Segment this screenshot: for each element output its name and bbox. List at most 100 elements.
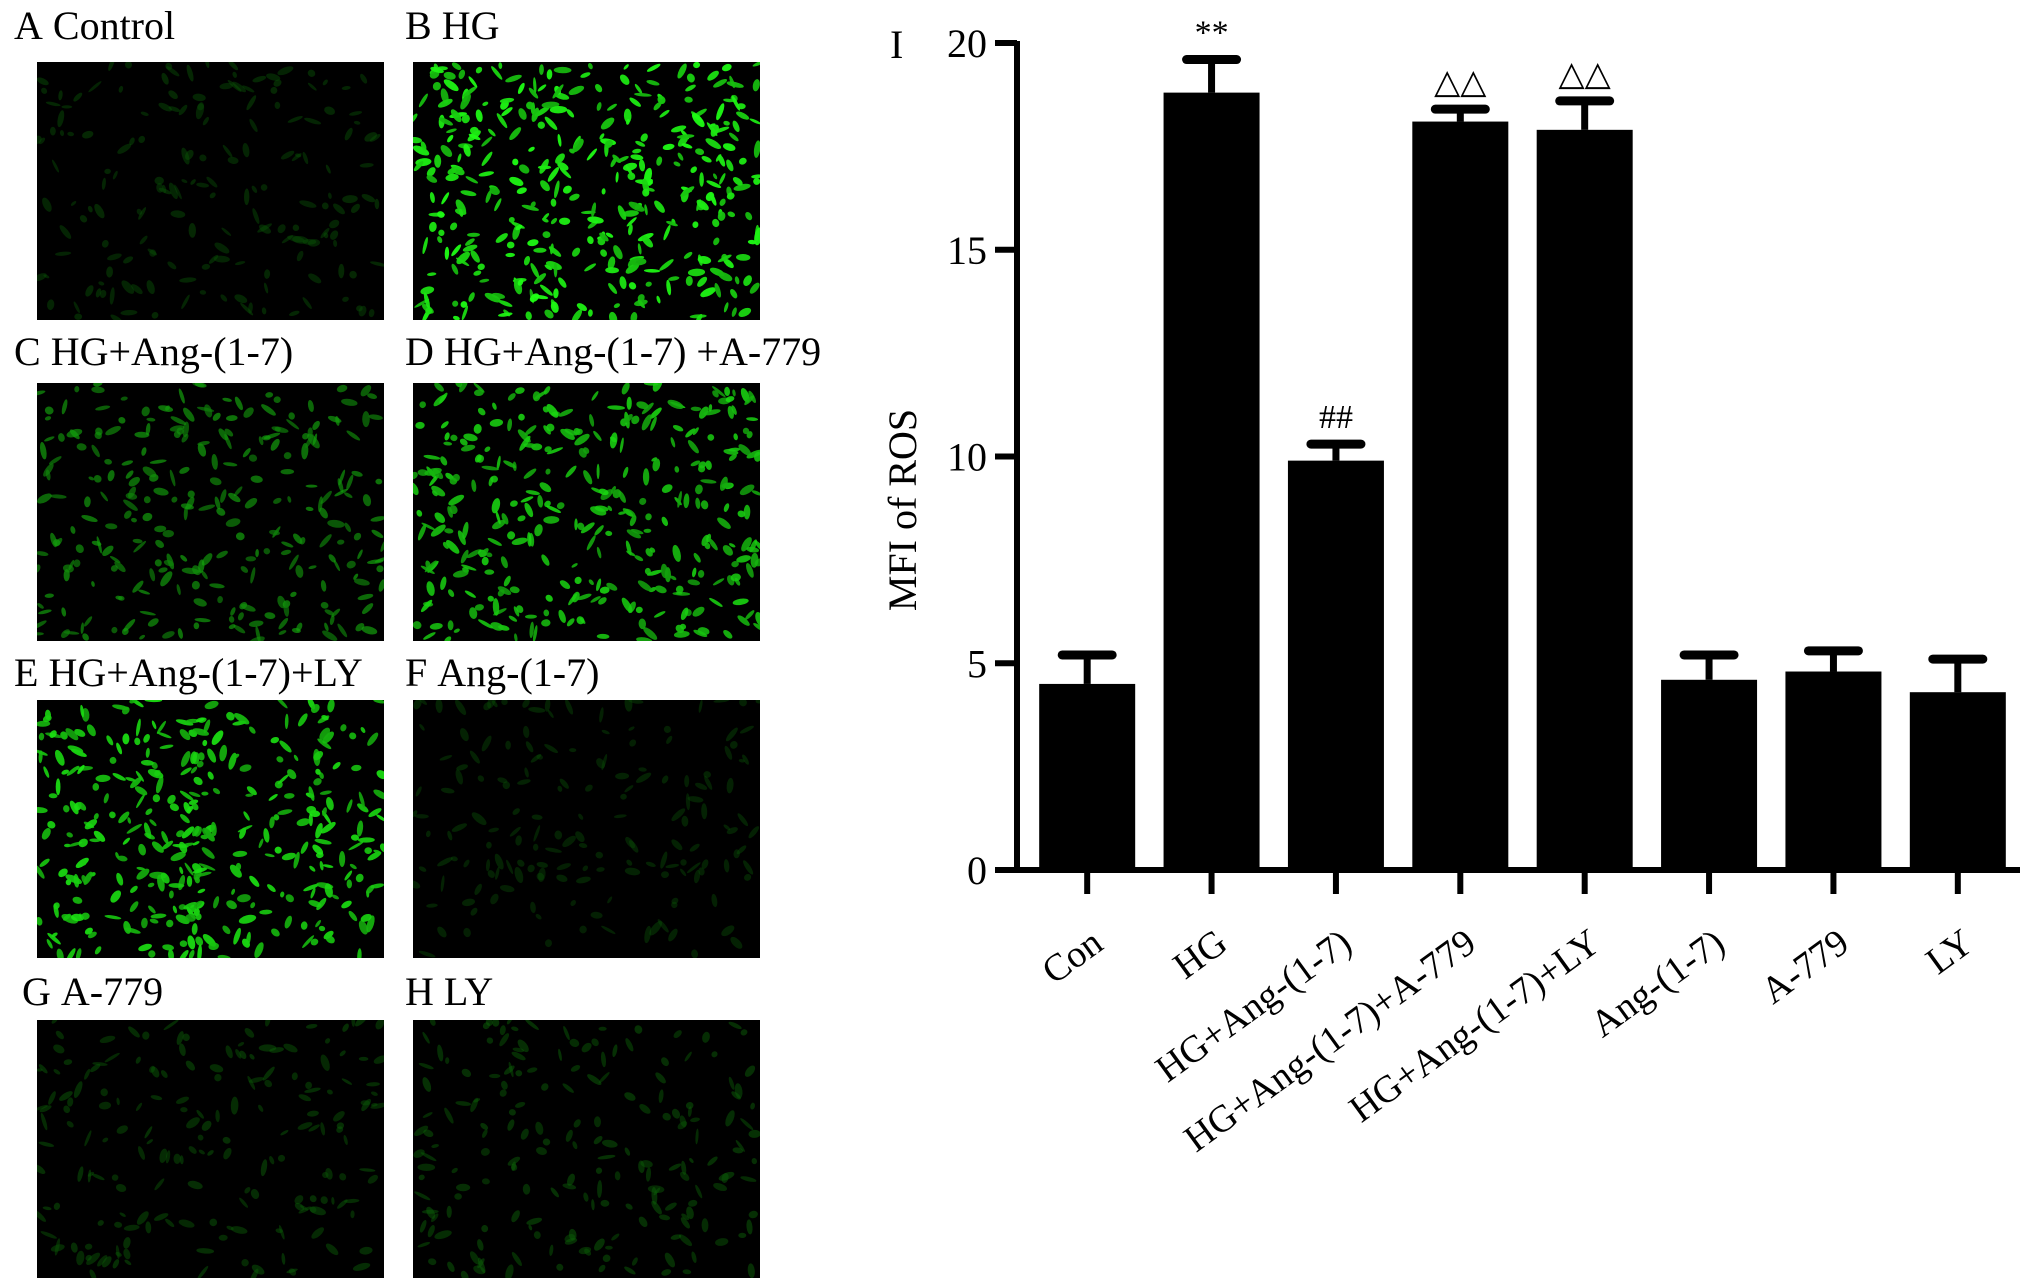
cell-mark: [673, 631, 690, 638]
cell-mark: [605, 232, 614, 238]
cell-mark: [562, 1183, 577, 1190]
cell-mark: [691, 113, 705, 128]
cell-mark: [289, 310, 300, 317]
cell-mark: [545, 468, 551, 475]
cell-mark: [670, 437, 676, 448]
cell-mark: [537, 165, 552, 170]
cell-mark: [370, 1102, 384, 1109]
cell-mark: [459, 383, 469, 393]
cell-mark: [630, 257, 647, 266]
cell-mark: [127, 486, 137, 499]
cell-mark: [625, 1038, 634, 1052]
cell-mark: [116, 1125, 128, 1134]
cell-mark: [653, 1187, 661, 1196]
cell-mark: [37, 864, 45, 879]
cell-mark: [356, 820, 364, 837]
cell-mark: [619, 276, 627, 290]
cell-mark: [337, 478, 344, 493]
cell-mark: [186, 64, 194, 82]
cell-mark: [337, 539, 345, 545]
cell-mark: [438, 117, 453, 126]
cell-mark: [333, 239, 338, 247]
cell-mark: [88, 81, 102, 93]
cell-mark: [212, 788, 221, 795]
cell-mark: [367, 1174, 379, 1184]
cell-mark: [582, 865, 589, 872]
cell-mark: [89, 1269, 97, 1278]
cell-mark: [222, 397, 232, 402]
cell-mark: [58, 433, 65, 442]
cell-mark: [731, 405, 737, 415]
cell-mark: [42, 715, 52, 723]
cell-mark: [698, 867, 705, 876]
cell-mark: [50, 1244, 65, 1252]
cell-mark: [38, 750, 43, 764]
cell-mark: [226, 1225, 234, 1231]
cell-mark: [480, 1122, 489, 1130]
cell-mark: [573, 1119, 581, 1128]
cell-mark: [725, 1110, 735, 1127]
x-tick-label: LY: [1919, 921, 1982, 983]
cell-mark: [732, 389, 736, 397]
cell-mark: [367, 732, 379, 746]
cell-mark: [532, 391, 541, 402]
cell-mark: [460, 301, 468, 308]
cell-mark: [193, 598, 207, 607]
cell-mark: [37, 632, 44, 636]
cell-mark: [469, 607, 478, 619]
cell-mark: [745, 610, 755, 620]
cell-mark: [267, 884, 276, 893]
cell-mark: [465, 238, 475, 246]
cell-mark: [532, 843, 539, 851]
cell-mark: [613, 245, 623, 260]
cell-mark: [224, 428, 234, 437]
cell-mark: [246, 95, 257, 111]
cell-mark: [197, 888, 206, 894]
cell-mark: [61, 607, 67, 617]
cell-mark: [516, 605, 524, 613]
cell-mark: [220, 294, 228, 302]
cell-mark: [586, 535, 596, 551]
cell-mark: [77, 764, 85, 775]
cell-mark: [357, 803, 369, 813]
cell-mark: [179, 277, 197, 283]
cell-mark: [477, 775, 485, 782]
cell-mark: [711, 893, 718, 908]
cell-mark: [344, 127, 353, 141]
cell-mark: [76, 1250, 85, 1266]
cell-mark: [111, 626, 118, 634]
cell-mark: [162, 184, 167, 194]
cell-mark: [467, 232, 480, 237]
cell-mark: [275, 1228, 283, 1234]
cell-mark: [528, 707, 546, 713]
cell-mark: [186, 805, 194, 814]
cell-mark: [482, 101, 489, 106]
cell-mark: [719, 198, 726, 206]
cell-mark: [660, 563, 668, 579]
cell-mark: [136, 866, 146, 871]
cell-mark: [353, 573, 359, 580]
cell-mark: [621, 383, 630, 395]
cell-mark: [93, 474, 102, 483]
cell-mark: [281, 1253, 286, 1265]
cell-mark: [420, 599, 433, 613]
cell-mark: [91, 581, 95, 587]
cell-mark: [359, 163, 374, 168]
cell-mark: [181, 751, 191, 767]
cell-mark: [268, 793, 278, 801]
cell-mark: [183, 407, 195, 422]
cell-mark: [319, 790, 332, 795]
cell-mark: [307, 399, 314, 413]
cell-mark: [550, 1187, 559, 1198]
cell-mark: [38, 137, 46, 145]
cell-mark: [170, 416, 187, 425]
cell-mark: [608, 311, 618, 320]
cell-mark: [63, 1059, 73, 1065]
cell-mark: [730, 573, 741, 582]
cell-mark: [587, 216, 604, 224]
cell-mark: [120, 309, 138, 316]
cell-mark: [487, 128, 496, 137]
cell-mark: [650, 416, 657, 432]
cell-mark: [320, 580, 327, 592]
cell-mark: [232, 71, 237, 78]
